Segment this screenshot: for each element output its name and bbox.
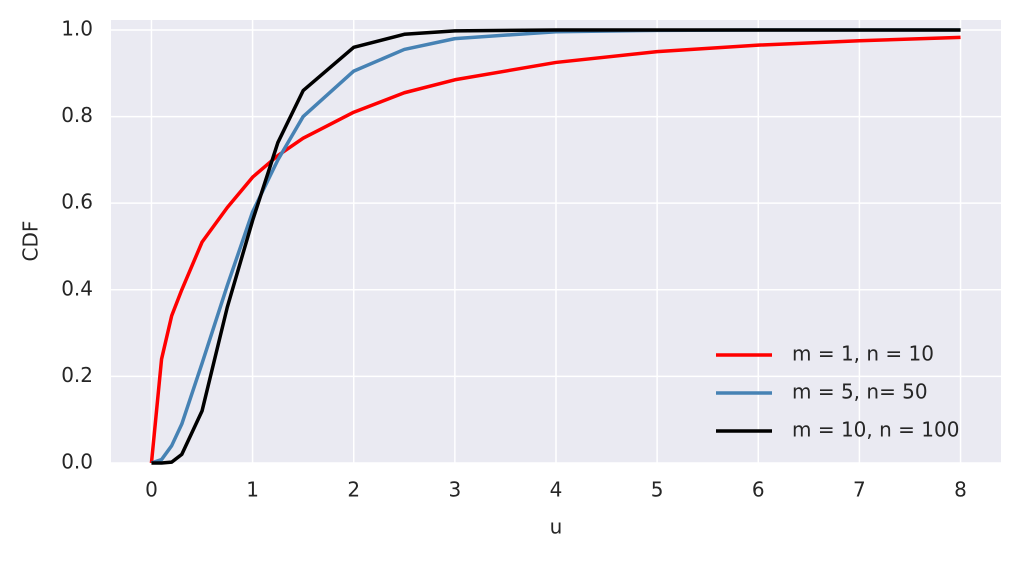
legend-label: m = 1, n = 10	[792, 342, 934, 366]
line	[149, 35, 961, 464]
x-tick-label: 8	[954, 478, 967, 502]
legend-label: m = 10, n = 100	[792, 418, 959, 442]
x-tick-label: 0	[145, 478, 158, 502]
x-tick-label: 5	[651, 478, 664, 502]
legend-label: m = 5, n= 50	[792, 380, 928, 404]
x-tick-label: 2	[347, 478, 360, 502]
x-tick-label: 4	[550, 478, 563, 502]
y-tick-label: 0.8	[61, 103, 93, 127]
y-axis-label: CDF	[19, 221, 43, 262]
y-tick-label: 1.0	[61, 16, 93, 40]
y-tick-label: 0.6	[61, 190, 93, 214]
y-tick-label: 0.4	[61, 276, 93, 300]
x-tick-label: 7	[853, 478, 866, 502]
x-tick-label: 6	[752, 478, 765, 502]
y-tick-label: 0.0	[61, 450, 93, 474]
y-tick-label: 0.2	[61, 363, 93, 387]
x-axis-label: u	[550, 515, 563, 539]
x-tick-label: 3	[448, 478, 461, 502]
line	[151, 28, 961, 465]
x-tick-label: 1	[246, 478, 259, 502]
